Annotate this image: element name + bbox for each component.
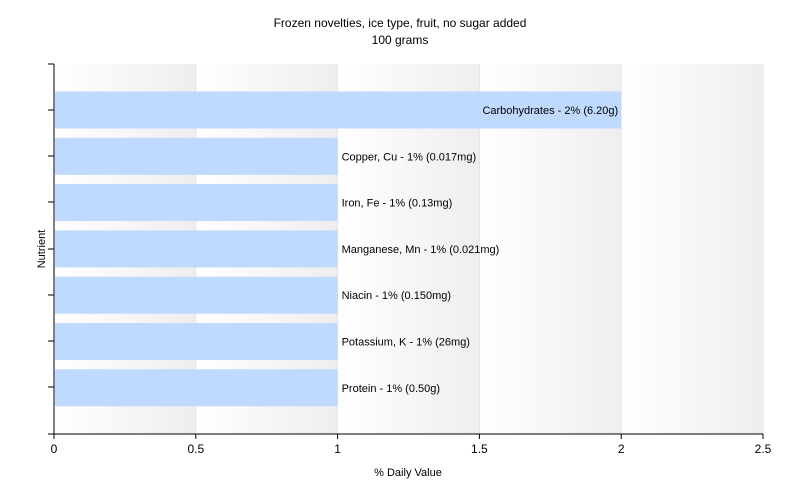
x-tick-label: 0.5 (187, 442, 204, 456)
bar (55, 369, 338, 407)
bar-label: Potassium, K - 1% (26mg) (342, 337, 470, 349)
bar (55, 230, 338, 268)
x-tick-label: 1.5 (471, 442, 488, 456)
bar-label: Manganese, Mn - 1% (0.021mg) (342, 244, 500, 256)
bar (55, 323, 338, 360)
bar-label: Niacin - 1% (0.150mg) (342, 290, 451, 302)
y-axis-label: Nutrient (36, 230, 48, 269)
plot-band (621, 64, 763, 434)
x-tick-label: 0 (51, 442, 58, 456)
bar-label: Iron, Fe - 1% (0.13mg) (342, 198, 453, 210)
bars: Carbohydrates - 2% (6.20g) Copper, Cu - 1… (55, 91, 622, 407)
bar (55, 137, 338, 175)
bar (55, 184, 338, 222)
bar-label: Copper, Cu - 1% (0.017mg) (342, 151, 477, 163)
bar (55, 276, 338, 314)
x-tick-label: 1 (334, 442, 341, 456)
bar-label: Carbohydrates - 2% (6.20g) (482, 105, 618, 117)
chart-title: Frozen novelties, ice type, fruit, no su… (274, 16, 527, 30)
x-axis-label: % Daily Value (374, 467, 442, 479)
chart-subtitle: 100 grams (372, 33, 429, 47)
x-tick-label: 2.5 (755, 442, 772, 456)
bar (55, 91, 622, 129)
axes: 0 0.5 1 1.5 2 2.5 (48, 63, 772, 456)
x-tick-label: 2 (618, 442, 625, 456)
bar-label: Protein - 1% (0.50g) (342, 383, 440, 395)
